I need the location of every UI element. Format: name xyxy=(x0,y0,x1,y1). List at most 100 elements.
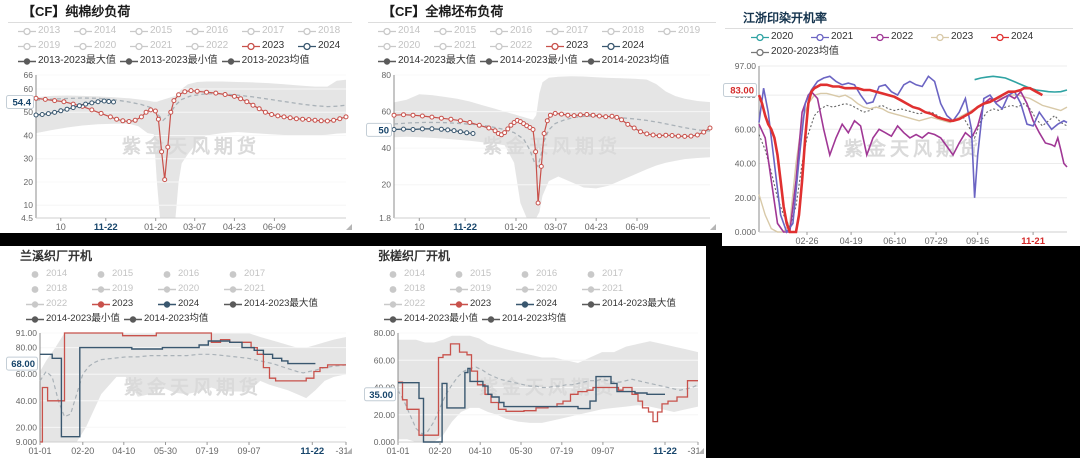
legend-item-2020[interactable]: 2020 xyxy=(378,39,430,53)
legend-item-2014-2023最大值[interactable]: 2014-2023最大值 xyxy=(224,297,318,311)
legend-item-2022[interactable]: 2022 xyxy=(871,30,927,44)
legend-marker-line-circle-icon xyxy=(602,42,620,50)
legend-item-2024[interactable]: 2024 xyxy=(298,39,350,53)
legend-marker-line-dot-icon xyxy=(119,57,138,65)
legend-marker-line-circle-icon xyxy=(490,42,508,50)
chart-title: 江浙印染开机率 xyxy=(725,8,1073,29)
legend-item-2018[interactable]: 2018 xyxy=(298,24,350,38)
legend-item-2014[interactable]: 2014 xyxy=(74,24,126,38)
resize-handle-icon[interactable] xyxy=(710,224,716,230)
legend-item-2013[interactable]: 2013 xyxy=(18,24,70,38)
legend-item-2013-2023最大值[interactable]: 2013-2023最大值 xyxy=(18,54,116,68)
legend-item-2020[interactable]: 2020 xyxy=(516,282,578,296)
legend-item-2015[interactable]: 2015 xyxy=(130,24,182,38)
legend-item-2021[interactable]: 2021 xyxy=(434,39,486,53)
svg-text:04-10: 04-10 xyxy=(112,446,135,456)
chart-legend: 2020 2021 2022 2023 2024 2020-2023均值 xyxy=(723,29,1075,60)
legend-item-2023[interactable]: 2023 xyxy=(546,39,598,53)
legend-item-2013-2023最小值[interactable]: 2013-2023最小值 xyxy=(119,54,218,68)
chart-panel-zhangcha-weaving: 张槎织厂开机 2014 2015 2016 2017 2018 2019 2020 2021 2… xyxy=(364,246,706,456)
chart-panel-grey-cloth-load: 【CF】全棉坯布负荷 2014 2015 2016 2017 2018 2019 2020 2… xyxy=(366,2,718,232)
resize-handle-icon[interactable] xyxy=(346,448,352,454)
legend-item-2017[interactable]: 2017 xyxy=(582,267,644,281)
legend-item-2022[interactable]: 2022 xyxy=(26,297,88,311)
legend-item-2014-2023最小值[interactable]: 2014-2023最小值 xyxy=(479,54,578,68)
legend-item-2022[interactable]: 2022 xyxy=(186,39,238,53)
legend-item-2015[interactable]: 2015 xyxy=(450,267,512,281)
legend-item-2016[interactable]: 2016 xyxy=(516,267,578,281)
legend-item-2024[interactable]: 2024 xyxy=(602,39,654,53)
legend-item-2014-2023最大值[interactable]: 2014-2023最大值 xyxy=(378,54,476,68)
legend-marker-line-circle-icon xyxy=(378,27,396,35)
legend-item-2014-2023均值[interactable]: 2014-2023均值 xyxy=(581,54,669,68)
legend-item-2014[interactable]: 2014 xyxy=(378,24,430,38)
legend-item-2022[interactable]: 2022 xyxy=(384,297,446,311)
legend-item-2021[interactable]: 2021 xyxy=(811,30,867,44)
legend-item-2019[interactable]: 2019 xyxy=(450,282,512,296)
legend-marker-line-circle-icon xyxy=(130,42,148,50)
svg-text:紫金天风期货: 紫金天风期货 xyxy=(122,135,260,158)
legend-item-2015[interactable]: 2015 xyxy=(92,267,154,281)
svg-text:紫金天风期货: 紫金天风期货 xyxy=(483,135,621,158)
legend-item-2018[interactable]: 2018 xyxy=(602,24,654,38)
chart-panel-lanxi-weaving: 兰溪织厂开机 2014 2015 2016 2017 2018 2019 2020 2021 2… xyxy=(6,246,354,456)
legend-item-2017[interactable]: 2017 xyxy=(242,24,294,38)
svg-text:紫金天风期货: 紫金天风期货 xyxy=(479,376,617,399)
legend-item-2015[interactable]: 2015 xyxy=(434,24,486,38)
legend-item-2014-2023均值[interactable]: 2014-2023均值 xyxy=(481,312,566,326)
legend-item-2024[interactable]: 2024 xyxy=(991,30,1047,44)
legend-item-2013-2023均值[interactable]: 2013-2023均值 xyxy=(221,54,309,68)
legend-item-2023[interactable]: 2023 xyxy=(450,297,512,311)
legend-marker-line-circle-icon xyxy=(378,42,396,50)
legend-item-2014-2023均值[interactable]: 2014-2023均值 xyxy=(123,312,208,326)
svg-text:06-09: 06-09 xyxy=(263,222,286,232)
legend-item-2019[interactable]: 2019 xyxy=(92,282,154,296)
legend-item-2020[interactable]: 2020 xyxy=(74,39,126,53)
svg-text:01-01: 01-01 xyxy=(28,446,51,456)
legend-item-2014-2023最大值[interactable]: 2014-2023最大值 xyxy=(582,297,676,311)
legend-item-2020[interactable]: 2020 xyxy=(751,30,807,44)
svg-text:10: 10 xyxy=(414,222,424,232)
resize-handle-icon[interactable] xyxy=(698,448,704,454)
legend-item-2014[interactable]: 2014 xyxy=(26,267,88,281)
legend-item-2014-2023最小值[interactable]: 2014-2023最小值 xyxy=(26,312,120,326)
resize-handle-icon[interactable] xyxy=(346,224,352,230)
svg-text:60: 60 xyxy=(24,84,34,94)
legend-item-2017[interactable]: 2017 xyxy=(546,24,598,38)
legend-item-2019[interactable]: 2019 xyxy=(18,39,70,53)
legend-item-2014[interactable]: 2014 xyxy=(384,267,446,281)
legend-item-2018[interactable]: 2018 xyxy=(384,282,446,296)
chart-legend: 2013 2014 2015 2016 2017 2018 2019 2020 2021 2022… xyxy=(6,23,354,69)
legend-item-2017[interactable]: 2017 xyxy=(224,267,286,281)
chart-svg: 紫金天风期货0.00020.0040.0060.0080.0001-0102-2… xyxy=(364,328,701,456)
legend-item-2024[interactable]: 2024 xyxy=(516,297,578,311)
svg-text:20.00: 20.00 xyxy=(374,410,396,420)
legend-item-2018[interactable]: 2018 xyxy=(26,282,88,296)
legend-item-2022[interactable]: 2022 xyxy=(490,39,542,53)
legend-item-2023[interactable]: 2023 xyxy=(242,39,294,53)
svg-text:91.00: 91.00 xyxy=(16,328,38,338)
legend-item-2021[interactable]: 2021 xyxy=(130,39,182,53)
svg-text:11-22: 11-22 xyxy=(453,222,477,232)
legend-item-2016[interactable]: 2016 xyxy=(490,24,542,38)
legend-item-2019[interactable]: 2019 xyxy=(658,24,710,38)
legend-item-2020-2023均值[interactable]: 2020-2023均值 xyxy=(751,45,839,59)
svg-text:紫金天风期货: 紫金天风期货 xyxy=(124,376,262,399)
svg-text:80.00: 80.00 xyxy=(374,328,396,338)
legend-item-2016[interactable]: 2016 xyxy=(158,267,220,281)
legend-item-2021[interactable]: 2021 xyxy=(224,282,286,296)
legend-item-2014-2023最小值[interactable]: 2014-2023最小值 xyxy=(384,312,478,326)
legend-marker-line-circle-icon xyxy=(658,27,676,35)
legend-item-2016[interactable]: 2016 xyxy=(186,24,238,38)
legend-marker-line-circle-icon xyxy=(871,33,889,41)
legend-item-2023[interactable]: 2023 xyxy=(92,297,154,311)
legend-item-2024[interactable]: 2024 xyxy=(158,297,220,311)
legend-marker-line-dot-icon xyxy=(26,315,44,323)
chart-canvas: 紫金天风期货 1.8 20 40 60 80 10 11-22 01-20 03-07 04-23 0… xyxy=(366,69,718,232)
legend-marker-line-circle-icon xyxy=(546,42,564,50)
legend-item-2021[interactable]: 2021 xyxy=(582,282,644,296)
legend-item-2023[interactable]: 2023 xyxy=(931,30,987,44)
svg-text:80: 80 xyxy=(382,70,392,80)
legend-item-2020[interactable]: 2020 xyxy=(158,282,220,296)
svg-text:10: 10 xyxy=(24,200,34,210)
